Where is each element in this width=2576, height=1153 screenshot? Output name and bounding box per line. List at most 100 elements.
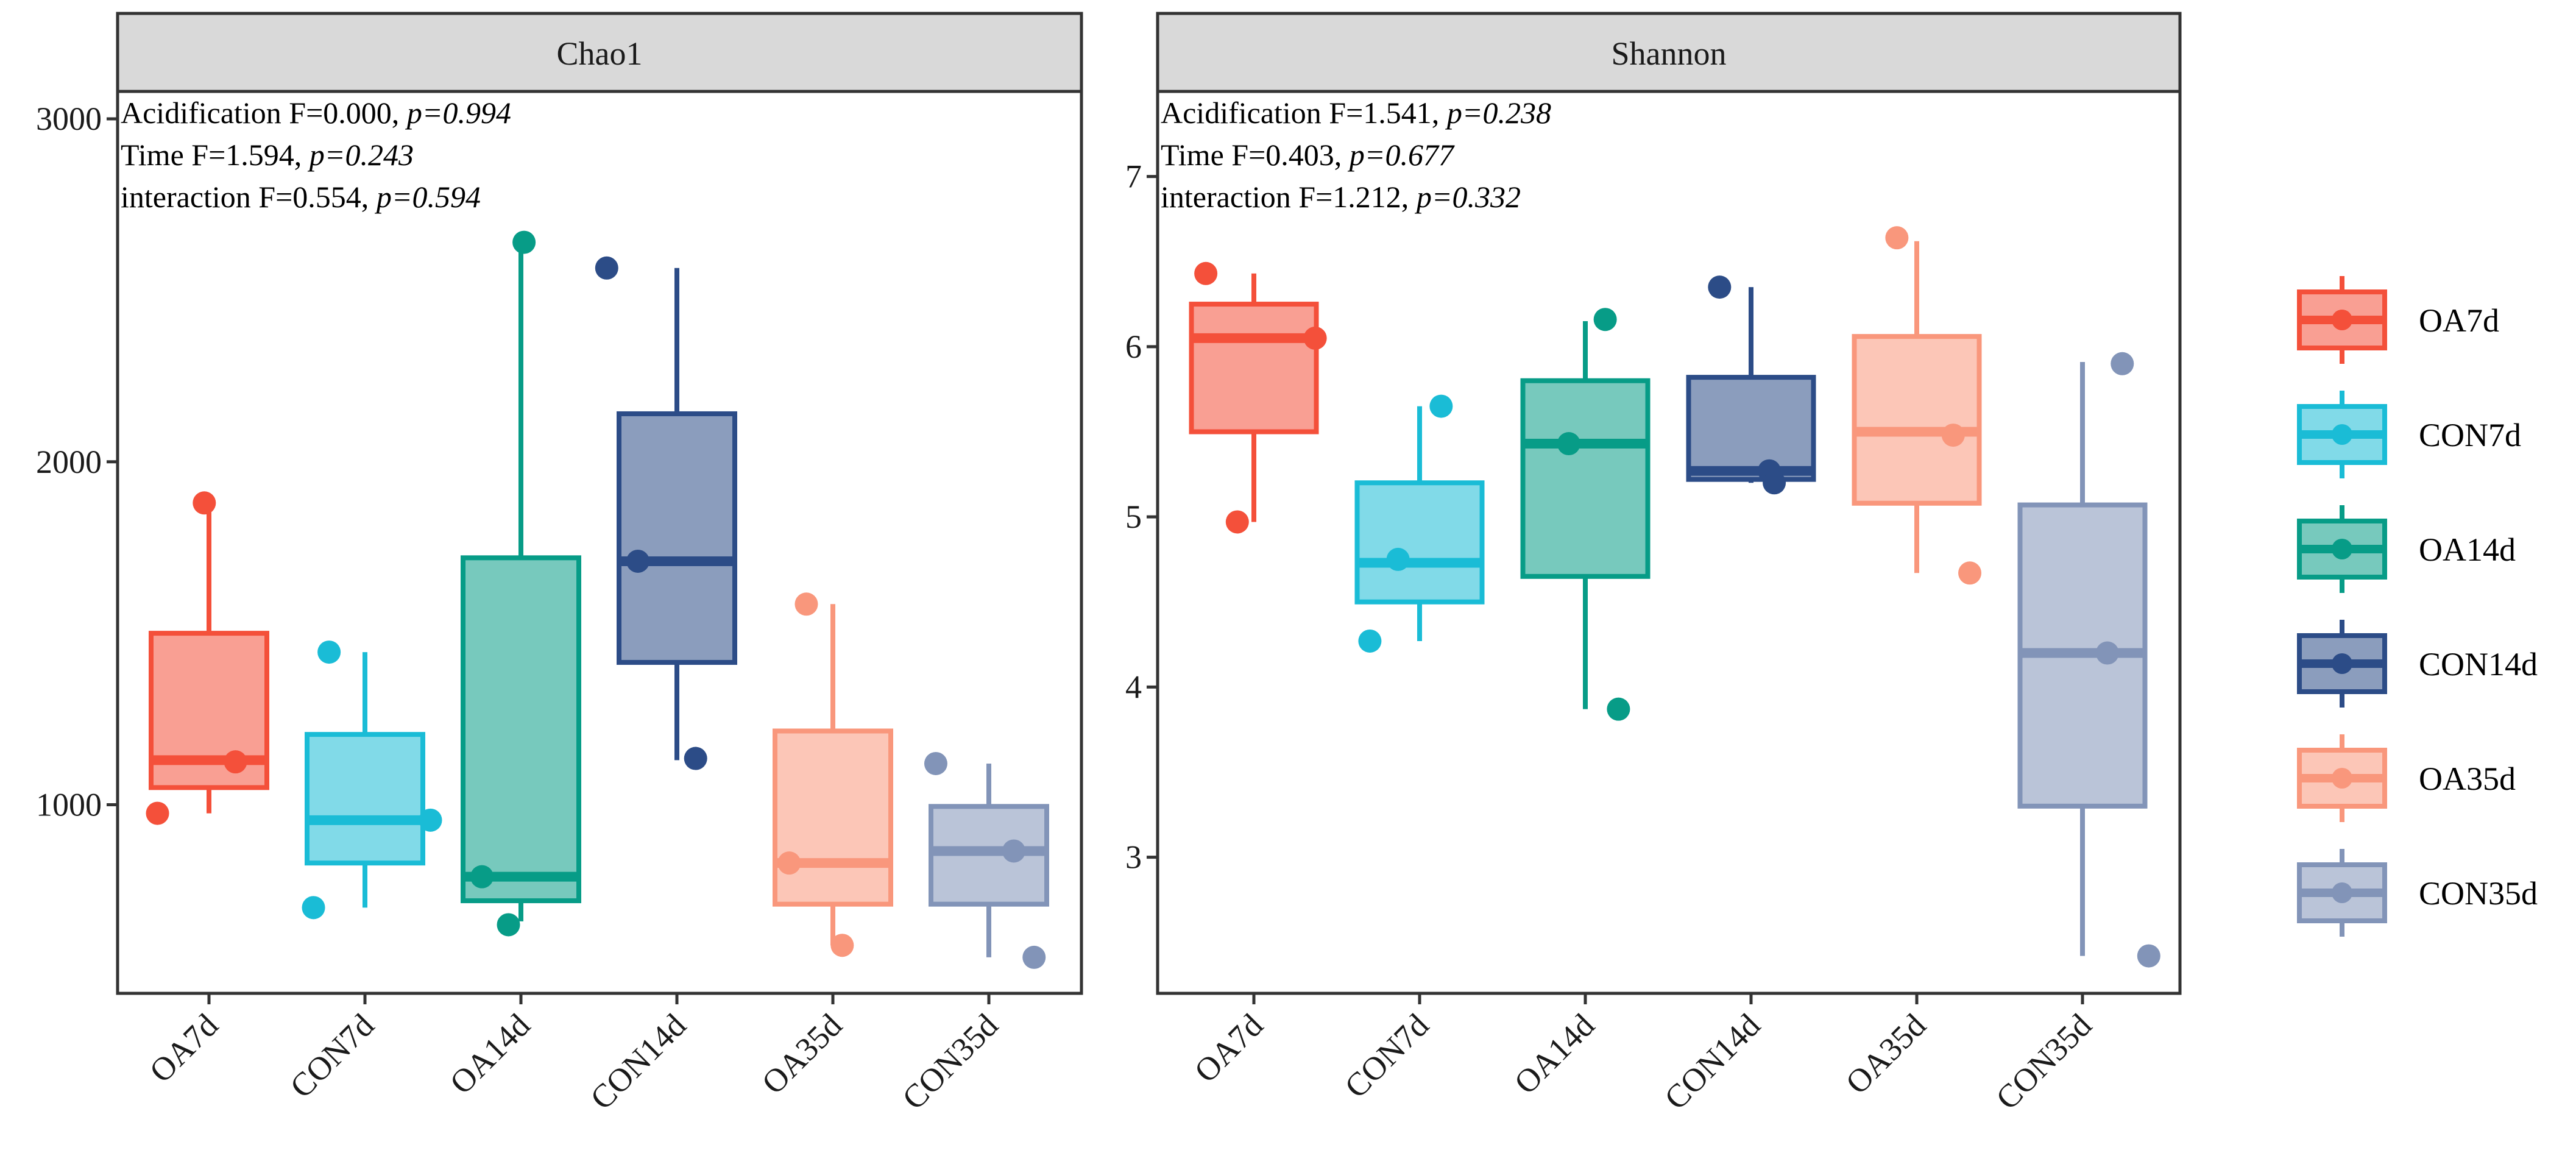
data-point-OA35d [830,934,854,957]
legend: OA7d CON7d OA14d CON14d OA35d CON35d [2297,276,2538,937]
box-iqr [1354,480,1485,605]
panel-shannon-x-axis: OA7d CON7d OA14d CON14d OA35d CON35d [1187,993,2098,1116]
data-point-CON35d [2095,641,2119,665]
data-point-CON14d [684,747,707,770]
box-OA14d [461,242,581,921]
data-point-CON14d [595,256,618,280]
data-point-CON7d [302,896,325,920]
y-tick-label: 5 [1125,498,1142,535]
panel-chao1-stat-interaction: interaction F=0.554, p=0.594 [121,180,481,214]
x-tick-label-CON35d: CON35d [895,1007,1005,1116]
panel-chao1-stat-acidification: Acidification F=0.000, p=0.994 [121,96,511,130]
panel-chao1-points [146,230,1046,969]
data-point-CON35d [2111,352,2134,375]
box-iqr [1852,334,1982,506]
box-iqr [773,728,893,907]
data-point-OA35d [1941,424,1965,447]
x-tick-label-CON7d: CON7d [1337,1007,1435,1105]
data-point-OA7d [224,750,247,774]
legend-label: CON14d [2419,646,2538,683]
legend-item-CON7d: CON7d [2297,391,2521,478]
panel-shannon-y-axis: 3 4 5 6 7 [1125,158,1158,876]
box-CON35d [929,763,1049,957]
y-tick-label: 6 [1125,328,1142,365]
data-point-CON7d [419,808,442,832]
box-iqr [617,411,737,665]
panel-chao1-border [116,90,1083,995]
data-point-CON14d [626,549,649,573]
data-point-OA7d [1303,326,1327,350]
panel-chao1: Chao1 1000 2000 3000 Acidification F=0.000… [36,12,1083,1116]
x-tick-label-OA14d: OA14d [1507,1007,1602,1101]
data-point-CON14d [1763,471,1786,495]
box-CON7d [305,652,425,908]
data-point-OA35d [1958,561,1982,585]
data-point-CON7d [1429,394,1453,418]
box-iqr [1520,378,1651,579]
panel-shannon-plot-area [1158,91,2180,993]
data-point-OA14d [1557,432,1580,456]
panel-shannon-strip [1156,12,2182,93]
legend-item-OA7d: OA7d [2297,276,2499,364]
data-point-CON35d [924,751,947,775]
data-point-OA14d [512,230,536,254]
box-CON7d [1354,406,1485,641]
panel-shannon-stat-interaction: interaction F=1.212, p=0.332 [1161,180,1521,214]
x-tick-label-CON7d: CON7d [283,1007,381,1105]
data-point-CON7d [317,640,341,664]
panel-shannon-stat-time: Time F=0.403, p=0.677 [1161,138,1455,172]
data-point-CON35d [2137,944,2160,968]
y-tick-label: 2000 [36,444,102,480]
legend-key-point [2332,882,2352,903]
data-point-OA7d [193,491,216,515]
legend-item-CON35d: CON35d [2297,849,2538,937]
box-OA35d [773,604,893,946]
legend-key-point [2332,653,2352,674]
x-tick-label-CON35d: CON35d [1989,1007,2098,1116]
y-tick-label: 1000 [36,786,102,823]
box-OA7d [149,503,269,814]
x-tick-label-OA14d: OA14d [443,1007,537,1101]
data-point-OA35d [794,592,818,616]
data-point-OA35d [777,851,801,875]
legend-key-point [2332,310,2352,330]
box-CON14d [1686,287,1816,483]
legend-label: CON7d [2419,417,2521,453]
box-CON35d [2017,362,2148,956]
x-tick-label-OA35d: OA35d [1839,1007,1933,1101]
x-tick-label-OA35d: OA35d [755,1007,849,1101]
panel-shannon-stat-acidification: Acidification F=1.541, p=0.238 [1161,96,1551,130]
data-point-OA14d [1607,697,1630,721]
legend-item-CON14d: CON14d [2297,620,2538,708]
data-point-OA14d [497,913,520,937]
y-tick-label: 3000 [36,101,102,137]
panel-chao1-title: Chao1 [557,35,643,72]
legend-label: OA14d [2419,531,2516,568]
data-point-CON14d [1708,275,1732,299]
data-point-OA7d [146,801,169,825]
y-tick-label: 3 [1125,839,1142,876]
panel-shannon: Shannon 3 4 5 6 7 Acidification F=1.541, p=0… [1125,12,2182,1116]
legend-label: CON35d [2419,875,2538,912]
panel-chao1-strip [116,12,1083,93]
panel-chao1-x-axis: OA7d CON7d OA14d CON14d OA35d CON35d [143,993,1005,1116]
legend-key-point [2332,768,2352,789]
box-iqr [305,732,425,866]
legend-label: OA7d [2419,302,2499,339]
box-OA14d [1520,321,1651,709]
panel-shannon-points [1194,226,2160,968]
data-point-OA14d [1593,308,1617,332]
panel-chao1-stat-time: Time F=1.594, p=0.243 [121,138,414,172]
data-point-CON7d [1386,547,1410,571]
y-tick-label: 7 [1125,158,1142,195]
box-iqr [1686,375,1816,482]
panel-chao1-plot-area [118,91,1081,993]
panel-shannon-boxes [1189,241,2148,956]
x-tick-label-OA7d: OA7d [143,1007,225,1090]
data-point-CON35d [1022,945,1046,969]
panel-shannon-title: Shannon [1612,35,1727,72]
panel-chao1-stats: Acidification F=0.000, p=0.994 Time F=1.… [121,96,511,214]
panel-chao1-y-axis: 1000 2000 3000 [36,101,118,823]
legend-label: OA35d [2419,761,2516,797]
